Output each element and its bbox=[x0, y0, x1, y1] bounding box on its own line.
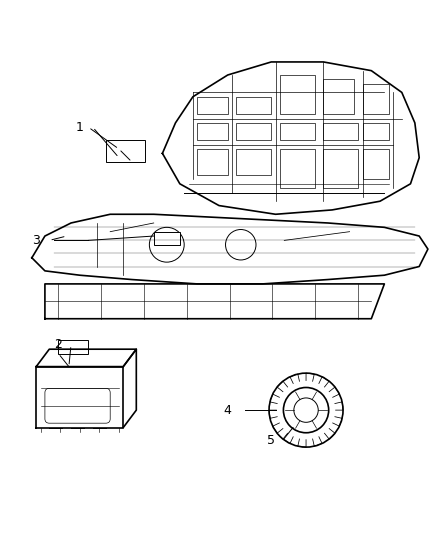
Bar bbox=[363, 123, 389, 140]
Bar bbox=[280, 75, 315, 114]
Text: 1: 1 bbox=[76, 121, 84, 134]
Bar bbox=[58, 341, 88, 353]
Bar bbox=[323, 149, 358, 188]
Text: 5: 5 bbox=[267, 434, 275, 447]
Bar bbox=[237, 97, 271, 114]
FancyBboxPatch shape bbox=[45, 389, 110, 423]
Bar bbox=[197, 123, 228, 140]
Text: 2: 2 bbox=[54, 338, 62, 351]
Bar bbox=[237, 149, 271, 175]
Bar bbox=[106, 140, 145, 162]
Bar bbox=[363, 149, 389, 180]
Text: 3: 3 bbox=[32, 234, 40, 247]
Text: 4: 4 bbox=[224, 403, 232, 417]
Bar bbox=[280, 123, 315, 140]
Bar bbox=[154, 232, 180, 245]
Bar bbox=[323, 123, 358, 140]
Bar bbox=[323, 79, 354, 114]
Bar bbox=[363, 84, 389, 114]
Bar bbox=[237, 123, 271, 140]
Bar bbox=[197, 97, 228, 114]
Bar bbox=[197, 149, 228, 175]
Bar bbox=[280, 149, 315, 188]
